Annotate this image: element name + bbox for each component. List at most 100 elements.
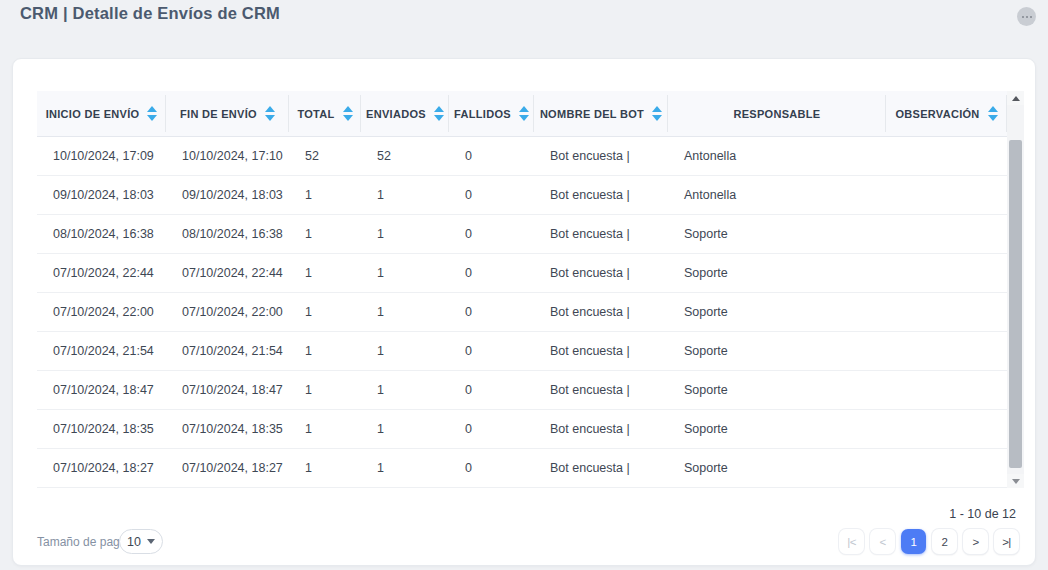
column-header[interactable]: FIN DE ENVÍO	[166, 91, 289, 136]
cell-responsable: Soporte	[668, 227, 886, 241]
cell-fin-de-envio: 10/10/2024, 17:10	[166, 149, 289, 163]
cell-fallidos: 0	[449, 383, 534, 397]
table-row[interactable]: 07/10/2024, 18:47 07/10/2024, 18:47 1 1 …	[37, 371, 1007, 410]
options-button[interactable]	[1017, 7, 1036, 26]
table-row[interactable]: 07/10/2024, 22:44 07/10/2024, 22:44 1 1 …	[37, 254, 1007, 293]
sort-asc-icon	[519, 106, 529, 112]
cell-nombre-del-bot: Bot encuesta |	[534, 383, 668, 397]
column-header[interactable]: INICIO DE ENVÍO	[37, 91, 166, 136]
cell-total: 1	[289, 305, 361, 319]
next-page-button[interactable]: >	[963, 529, 988, 554]
sort-desc-icon	[343, 115, 353, 121]
sort-asc-icon	[434, 106, 444, 112]
table-row[interactable]: 08/10/2024, 16:38 08/10/2024, 16:38 1 1 …	[37, 215, 1007, 254]
cell-inicio-de-envio: 07/10/2024, 18:35	[37, 422, 166, 436]
table-row[interactable]: 07/10/2024, 22:00 07/10/2024, 22:00 1 1 …	[37, 293, 1007, 332]
cell-nombre-del-bot: Bot encuesta |	[534, 149, 668, 163]
page-size-select[interactable]: 10	[119, 529, 163, 554]
cell-enviados: 1	[361, 266, 449, 280]
column-label: OBSERVACIÓN	[895, 108, 979, 120]
table-body: 10/10/2024, 17:09 10/10/2024, 17:10 52 5…	[37, 137, 1007, 488]
table-row[interactable]: 07/10/2024, 18:35 07/10/2024, 18:35 1 1 …	[37, 410, 1007, 449]
cell-total: 1	[289, 422, 361, 436]
table-row[interactable]: 10/10/2024, 17:09 10/10/2024, 17:10 52 5…	[37, 137, 1007, 176]
sort-asc-icon	[988, 106, 998, 112]
cell-total: 1	[289, 461, 361, 475]
cell-fin-de-envio: 07/10/2024, 18:47	[166, 383, 289, 397]
sort-arrows-icon[interactable]	[988, 106, 998, 121]
cell-fallidos: 0	[449, 305, 534, 319]
scroll-up-icon	[1012, 96, 1020, 101]
scrollbar-thumb[interactable]	[1009, 140, 1022, 468]
sort-asc-icon	[652, 106, 662, 112]
column-label: ENVIADOS	[366, 108, 426, 120]
cell-enviados: 1	[361, 344, 449, 358]
column-label: FALLIDOS	[454, 108, 511, 120]
column-header[interactable]: NOMBRE DEL BOT	[534, 91, 668, 136]
page-number-button[interactable]: 2	[932, 529, 957, 554]
cell-enviados: 1	[361, 188, 449, 202]
column-header[interactable]: FALLIDOS	[449, 91, 534, 136]
column-header[interactable]: TOTAL	[289, 91, 361, 136]
cell-fin-de-envio: 07/10/2024, 18:27	[166, 461, 289, 475]
caret-down-icon	[147, 539, 155, 544]
column-label: NOMBRE DEL BOT	[540, 108, 644, 120]
page-number-button[interactable]: 1	[901, 529, 926, 554]
sort-arrows-icon[interactable]	[652, 106, 662, 121]
crm-sendings-table: INICIO DE ENVÍO FIN DE ENVÍO TOTAL ENVIA…	[37, 91, 1024, 488]
sort-desc-icon	[434, 115, 444, 121]
cell-inicio-de-envio: 07/10/2024, 22:44	[37, 266, 166, 280]
sort-arrows-icon[interactable]	[343, 106, 353, 121]
scroll-down-button[interactable]	[1007, 474, 1024, 488]
cell-nombre-del-bot: Bot encuesta |	[534, 422, 668, 436]
cell-inicio-de-envio: 07/10/2024, 18:27	[37, 461, 166, 475]
sort-arrows-icon[interactable]	[147, 106, 157, 121]
cell-fallidos: 0	[449, 227, 534, 241]
column-label: FIN DE ENVÍO	[180, 108, 257, 120]
sort-arrows-icon[interactable]	[519, 106, 529, 121]
table-row[interactable]: 07/10/2024, 21:54 07/10/2024, 21:54 1 1 …	[37, 332, 1007, 371]
cell-inicio-de-envio: 07/10/2024, 21:54	[37, 344, 166, 358]
sort-desc-icon	[988, 115, 998, 121]
cell-responsable: Soporte	[668, 383, 886, 397]
cell-total: 1	[289, 383, 361, 397]
page-number-buttons: 1 2	[901, 529, 957, 554]
ellipsis-icon	[1026, 16, 1028, 18]
cell-fin-de-envio: 07/10/2024, 18:35	[166, 422, 289, 436]
column-header[interactable]: ENVIADOS	[361, 91, 449, 136]
cell-responsable: Soporte	[668, 266, 886, 280]
last-page-button[interactable]: >|	[994, 529, 1019, 554]
table-row[interactable]: 09/10/2024, 18:03 09/10/2024, 18:03 1 1 …	[37, 176, 1007, 215]
sort-desc-icon	[519, 115, 529, 121]
sort-arrows-icon[interactable]	[265, 106, 275, 121]
cell-total: 1	[289, 188, 361, 202]
cell-nombre-del-bot: Bot encuesta |	[534, 266, 668, 280]
content-card: INICIO DE ENVÍO FIN DE ENVÍO TOTAL ENVIA…	[12, 58, 1036, 566]
prev-page-button[interactable]: <	[870, 529, 895, 554]
cell-responsable: Antonella	[668, 149, 886, 163]
cell-total: 1	[289, 266, 361, 280]
cell-responsable: Soporte	[668, 305, 886, 319]
sort-desc-icon	[652, 115, 662, 121]
scroll-up-button[interactable]	[1007, 91, 1024, 105]
cell-fallidos: 0	[449, 149, 534, 163]
column-header[interactable]: RESPONSABLE	[668, 91, 886, 136]
cell-total: 52	[289, 149, 361, 163]
scroll-down-icon	[1012, 479, 1020, 484]
cell-inicio-de-envio: 10/10/2024, 17:09	[37, 149, 166, 163]
vertical-scrollbar[interactable]	[1007, 91, 1024, 488]
page-title: CRM | Detalle de Envíos de CRM	[20, 4, 280, 23]
table-row[interactable]: 07/10/2024, 18:27 07/10/2024, 18:27 1 1 …	[37, 449, 1007, 488]
cell-inicio-de-envio: 07/10/2024, 22:00	[37, 305, 166, 319]
cell-fin-de-envio: 07/10/2024, 21:54	[166, 344, 289, 358]
first-page-button[interactable]: |<	[839, 529, 864, 554]
cell-nombre-del-bot: Bot encuesta |	[534, 227, 668, 241]
cell-enviados: 52	[361, 149, 449, 163]
column-header[interactable]: OBSERVACIÓN	[886, 91, 1007, 136]
cell-inicio-de-envio: 08/10/2024, 16:38	[37, 227, 166, 241]
sort-arrows-icon[interactable]	[434, 106, 444, 121]
sort-desc-icon	[147, 115, 157, 121]
sort-asc-icon	[265, 106, 275, 112]
cell-total: 1	[289, 344, 361, 358]
cell-nombre-del-bot: Bot encuesta |	[534, 344, 668, 358]
